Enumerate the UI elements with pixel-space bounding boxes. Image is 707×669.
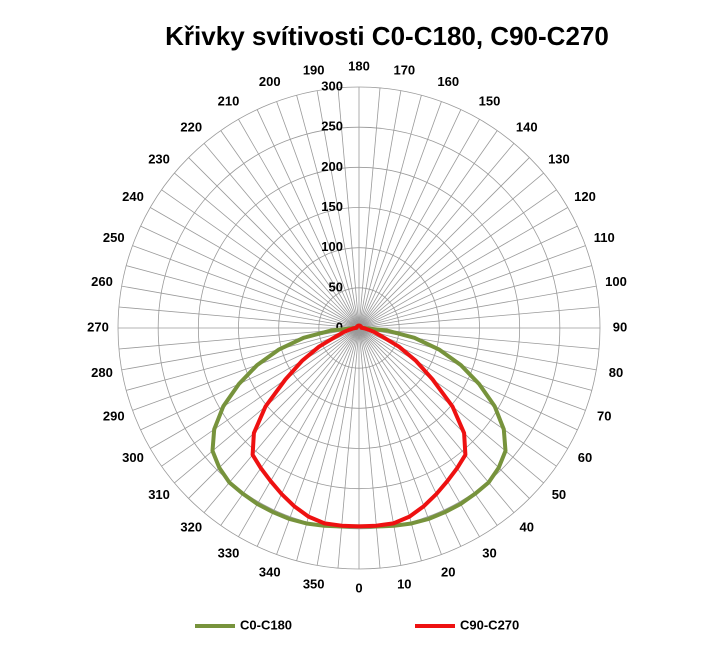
angle-label: 350 bbox=[303, 576, 325, 591]
angle-label: 80 bbox=[609, 365, 623, 380]
angle-label: 330 bbox=[218, 545, 240, 560]
r-tick-label: 50 bbox=[329, 279, 343, 294]
angle-label: 60 bbox=[578, 450, 592, 465]
angle-label: 170 bbox=[393, 62, 415, 77]
angle-label: 70 bbox=[597, 409, 611, 424]
grid-ring bbox=[157, 126, 561, 530]
angle-label: 320 bbox=[180, 519, 202, 534]
angle-label: 230 bbox=[148, 152, 170, 167]
r-tick-label: 150 bbox=[321, 199, 343, 214]
grid-ring bbox=[197, 166, 521, 490]
r-tick-label: 100 bbox=[321, 239, 343, 254]
angle-label: 220 bbox=[180, 119, 202, 134]
grid-ring bbox=[238, 207, 480, 449]
angle-label: 50 bbox=[552, 487, 566, 502]
r-tick-label: 200 bbox=[321, 159, 343, 174]
angle-label: 250 bbox=[103, 230, 125, 245]
series-line bbox=[250, 323, 468, 529]
angle-label: 240 bbox=[122, 189, 144, 204]
r-tick-label: 250 bbox=[321, 119, 343, 134]
angle-label: 110 bbox=[594, 230, 615, 245]
angle-label: 150 bbox=[479, 93, 501, 108]
angle-label: 120 bbox=[574, 189, 596, 204]
angle-label: 10 bbox=[397, 576, 411, 591]
chart-title: Křivky svítivosti C0-C180, C90-C270 bbox=[165, 21, 609, 51]
angle-label: 0 bbox=[355, 580, 362, 595]
r-tick-label: 0 bbox=[336, 319, 343, 334]
angle-label: 180 bbox=[348, 58, 370, 73]
angle-label: 130 bbox=[548, 152, 570, 167]
grid-ring bbox=[318, 287, 400, 369]
angle-label: 260 bbox=[91, 274, 113, 289]
angle-label: 190 bbox=[303, 62, 325, 77]
legend-label: C0-C180 bbox=[240, 617, 292, 632]
angle-label: 280 bbox=[91, 365, 113, 380]
grid-ring bbox=[117, 86, 601, 570]
angle-label: 310 bbox=[148, 487, 170, 502]
angle-label: 40 bbox=[520, 519, 534, 534]
angle-label: 100 bbox=[605, 274, 627, 289]
legend-label: C90-C270 bbox=[460, 617, 519, 632]
angle-label: 160 bbox=[437, 74, 459, 89]
angle-label: 90 bbox=[613, 319, 627, 334]
angle-label: 20 bbox=[441, 565, 455, 580]
angle-label: 300 bbox=[122, 450, 144, 465]
angle-label: 140 bbox=[516, 119, 538, 134]
angle-label: 200 bbox=[259, 74, 281, 89]
angle-label: 30 bbox=[482, 545, 496, 560]
angle-label: 270 bbox=[87, 319, 109, 334]
angle-label: 290 bbox=[103, 409, 125, 424]
r-tick-label: 300 bbox=[321, 78, 343, 93]
angle-label: 340 bbox=[259, 565, 281, 580]
grid-ring bbox=[278, 247, 440, 409]
angle-label: 210 bbox=[218, 93, 240, 108]
